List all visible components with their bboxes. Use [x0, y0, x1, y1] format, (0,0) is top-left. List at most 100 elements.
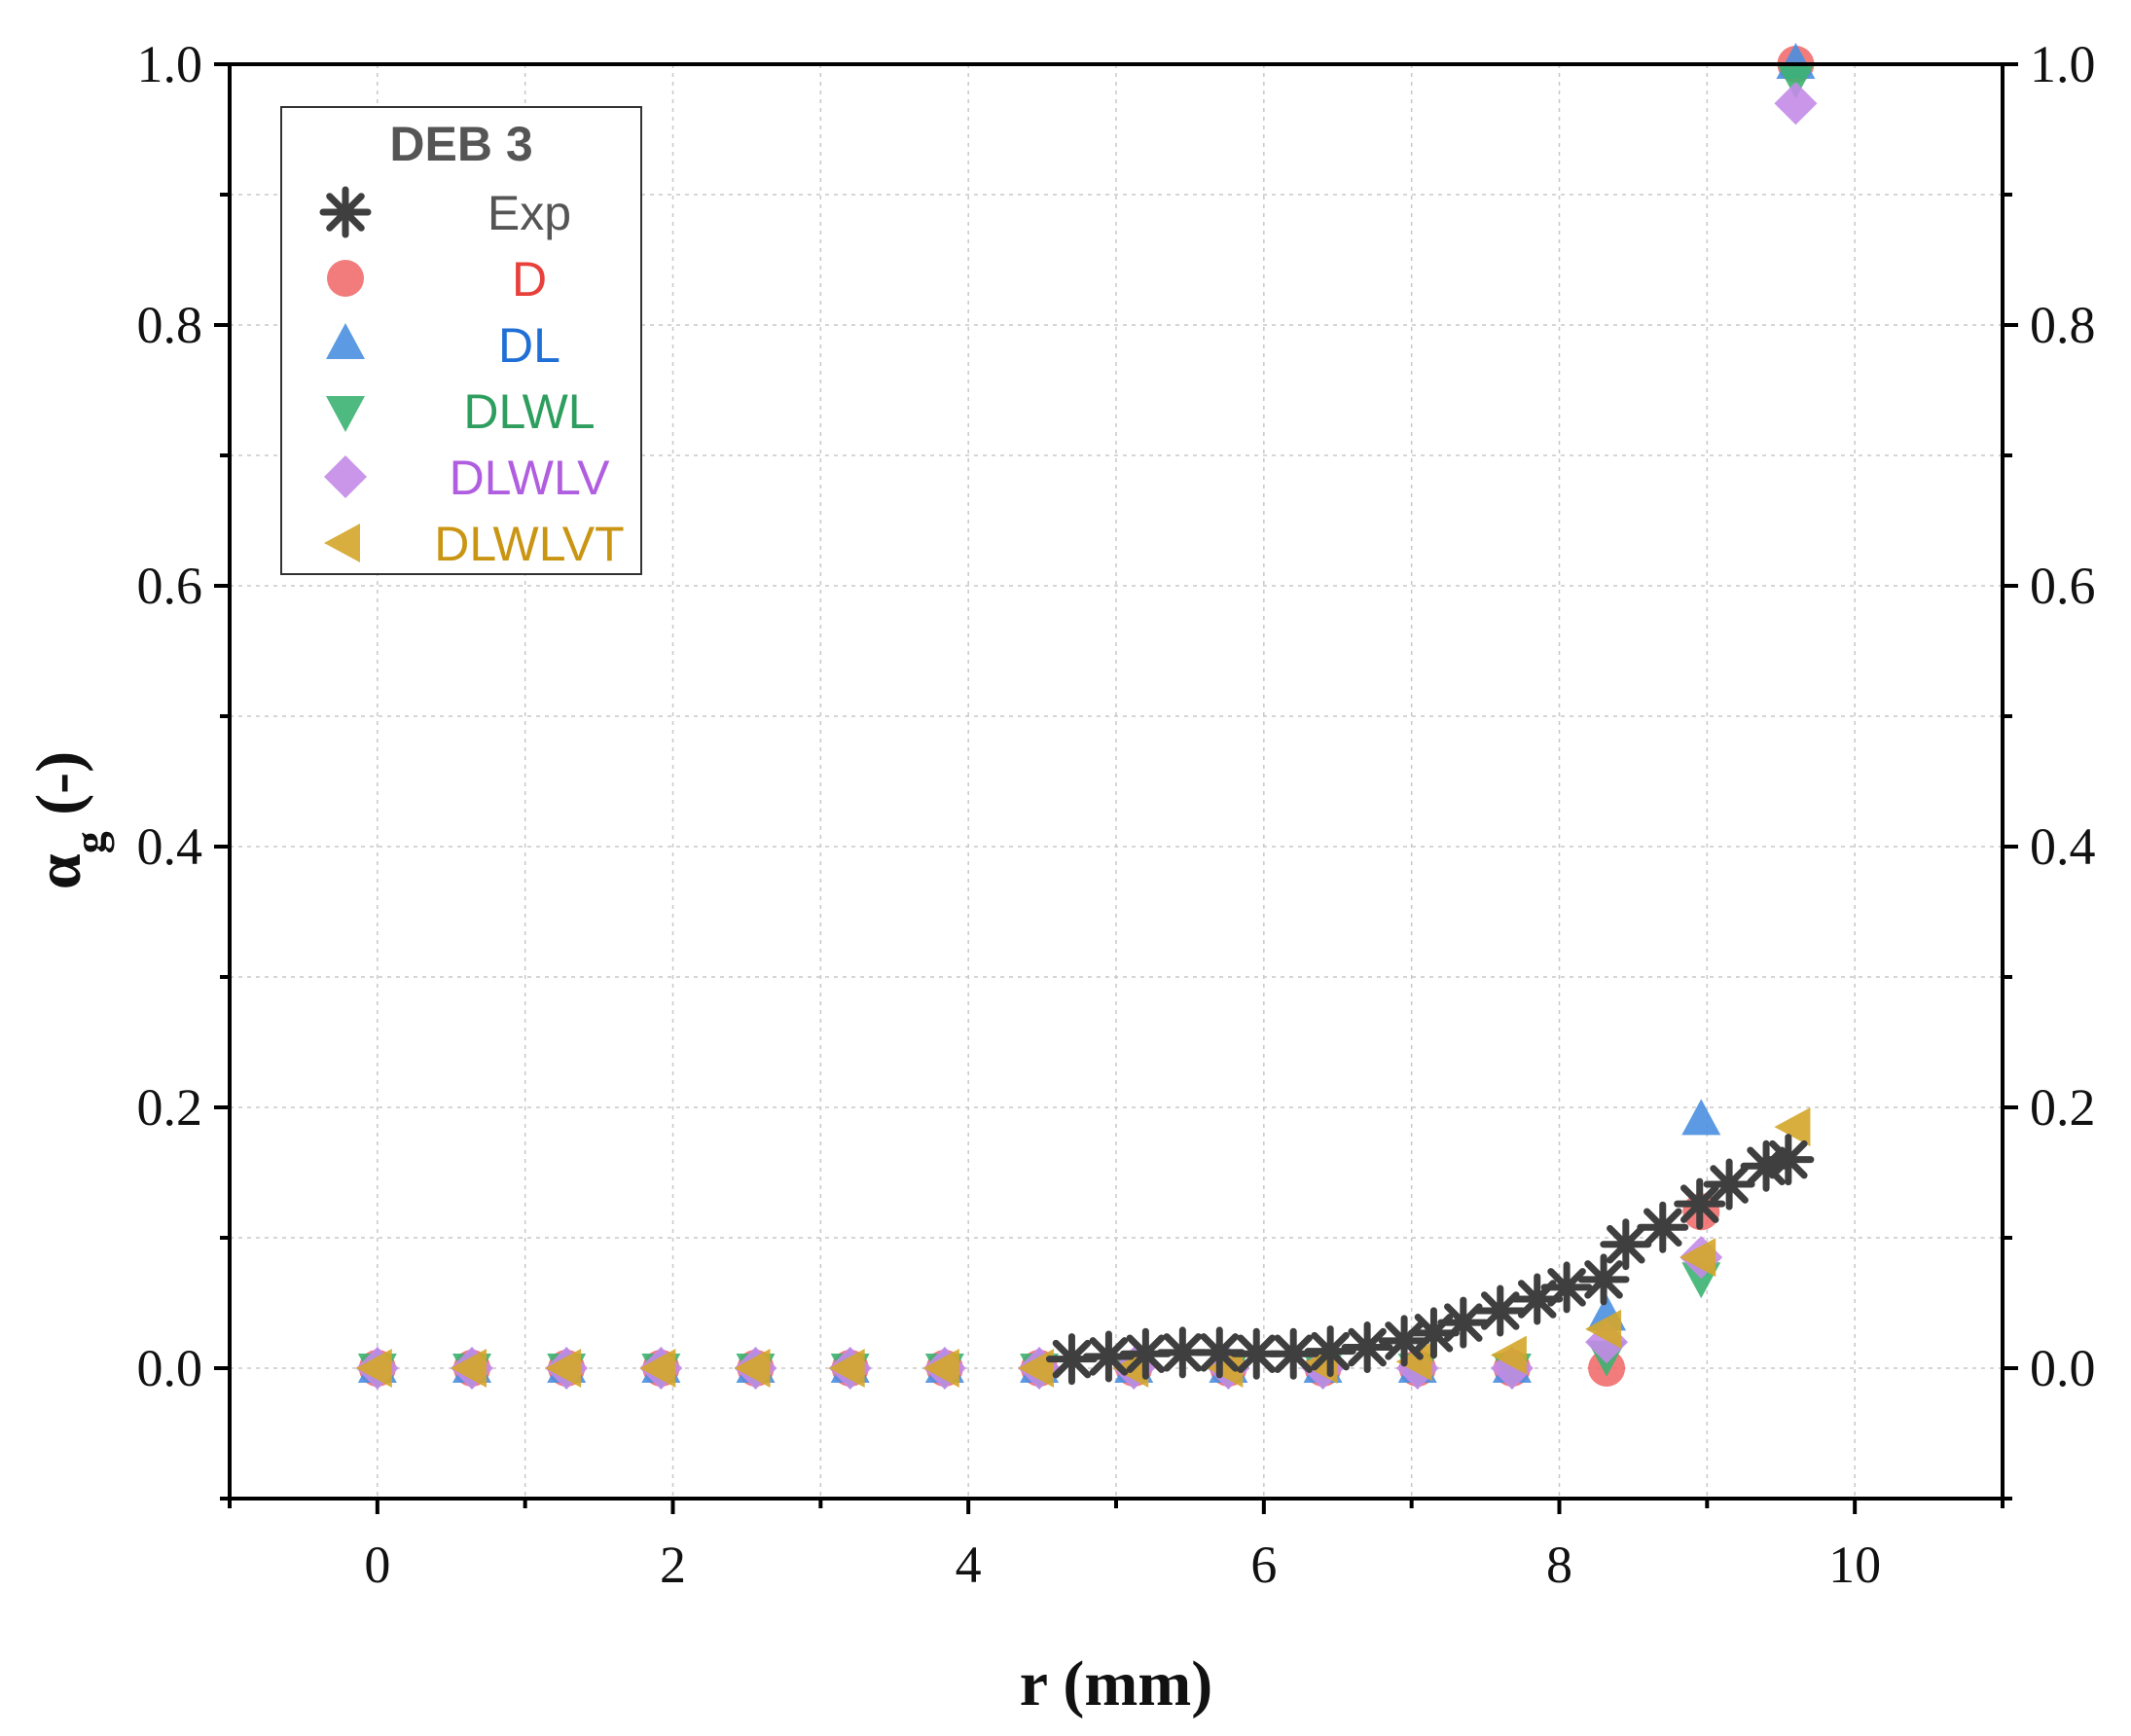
- point-dlwl: [1776, 62, 1816, 99]
- y-axis-title: αg (-): [23, 751, 115, 889]
- point-exp: [1045, 1333, 1098, 1386]
- y-axis-title-text: αg (-): [23, 751, 115, 889]
- legend-item-dl: DL: [326, 318, 560, 373]
- legend-item-exp: Exp: [319, 186, 571, 240]
- legend-title: DEB 3: [389, 117, 532, 171]
- y-axis-title-subscript: g: [65, 831, 115, 853]
- point-dlwlvt: [1680, 1238, 1716, 1278]
- x-tick-label: 0: [364, 1536, 390, 1594]
- legend: DEB 3 Exp D DL DLWL DLWLV DLWLVT: [280, 106, 642, 575]
- legend-marker-dl: [326, 323, 365, 359]
- legend-marker-dlwlvt: [324, 524, 360, 562]
- point-exp-stroke: [1680, 1184, 1719, 1223]
- point-exp-stroke: [1607, 1224, 1645, 1264]
- x-tick-label: 6: [1250, 1536, 1277, 1594]
- x-tick-label: 10: [1828, 1536, 1881, 1594]
- x-tick-label: 8: [1546, 1536, 1572, 1594]
- y-tick-label-right: 0.4: [2030, 817, 2096, 876]
- point-exp: [1193, 1326, 1246, 1379]
- point-exp-stroke: [1481, 1291, 1520, 1330]
- legend-marker-exp: [319, 186, 372, 238]
- tick-labels: 0 2 4 6 8 10 0.0 0.0 0.2 0.2 0.4 0.4 0.6 0.6 0.8 0.8 1.0…: [137, 35, 2096, 1594]
- y-tick-label-left: 1.0: [137, 35, 203, 93]
- y-axis-title-symbol: α: [23, 853, 94, 889]
- point-exp-stroke: [1311, 1331, 1350, 1371]
- point-dlwlvt: [1018, 1349, 1055, 1388]
- point-dlwlvt: [828, 1349, 865, 1388]
- point-exp: [1341, 1321, 1393, 1374]
- point-exp: [1577, 1253, 1630, 1306]
- point-exp-stroke: [1348, 1327, 1387, 1367]
- legend-label-dlwlvt: DLWLVT: [434, 517, 624, 571]
- y-tick-label-right: 1.0: [2030, 35, 2096, 93]
- point-dlwlvt: [355, 1349, 392, 1388]
- point-exp-stroke: [1126, 1334, 1166, 1374]
- point-dlwlvt: [1585, 1309, 1622, 1349]
- x-tick-label: 2: [660, 1536, 686, 1594]
- y-tick-label-left: 0.4: [137, 817, 203, 876]
- point-exp-stroke: [1584, 1260, 1623, 1299]
- legend-marker-dlwl: [326, 396, 365, 432]
- x-axis-title: r (mm): [1020, 1648, 1213, 1719]
- point-exp-stroke: [1089, 1337, 1129, 1376]
- point-dlwlvt: [451, 1349, 488, 1388]
- point-exp: [1304, 1325, 1356, 1378]
- point-dlwlvt: [545, 1349, 582, 1388]
- y-tick-label-right: 0.2: [2030, 1078, 2096, 1137]
- point-exp-stroke: [1163, 1333, 1203, 1372]
- point-exp: [1437, 1296, 1490, 1349]
- point-exp: [1474, 1284, 1527, 1337]
- point-dlwlvt: [922, 1349, 959, 1388]
- y-tick-label-left: 0.0: [137, 1339, 203, 1397]
- legend-marker-dlwlv: [324, 455, 367, 498]
- legend-marker-exp-stroke: [326, 193, 365, 232]
- point-dlwlvt: [1490, 1335, 1527, 1375]
- legend-item-dlwl: DLWL: [326, 384, 596, 439]
- series-exp: [1045, 1134, 1815, 1386]
- y-tick-label-right: 0.6: [2030, 557, 2096, 615]
- y-tick-label-left: 0.2: [137, 1078, 203, 1137]
- point-exp-stroke: [1769, 1139, 1808, 1179]
- series-dlwlvt: [355, 1107, 1811, 1388]
- plot-frame: [228, 62, 2005, 1501]
- point-dlwlvt: [1774, 1107, 1811, 1147]
- point-exp-stroke: [1274, 1334, 1313, 1374]
- legend-label-dlwlv: DLWLV: [450, 451, 610, 505]
- point-exp: [1600, 1218, 1652, 1271]
- y-tick-label-right: 0.8: [2030, 296, 2096, 354]
- point-exp: [1762, 1134, 1815, 1186]
- point-dl: [1681, 1099, 1721, 1136]
- point-exp: [1378, 1315, 1430, 1367]
- point-exp: [1156, 1326, 1209, 1379]
- point-exp: [1511, 1273, 1564, 1325]
- legend-item-dlwlv: DLWLV: [324, 451, 610, 505]
- legend-marker-d: [327, 260, 364, 297]
- point-exp-stroke: [1237, 1334, 1277, 1374]
- y-axis-title-suffix: (-): [23, 751, 94, 831]
- point-dlwlvt: [1207, 1349, 1244, 1388]
- point-dlwlv: [1774, 82, 1818, 126]
- data-marks: [355, 43, 1818, 1390]
- point-exp: [1540, 1261, 1593, 1314]
- point-exp: [1674, 1177, 1726, 1230]
- point-exp-stroke: [1200, 1333, 1240, 1372]
- legend-item-dlwlvt: DLWLVT: [324, 517, 625, 571]
- x-tick-label: 4: [956, 1536, 982, 1594]
- point-exp-stroke: [1052, 1339, 1092, 1379]
- y-tick-label-left: 0.8: [137, 296, 203, 354]
- point-exp: [1637, 1201, 1689, 1253]
- legend-label-dlwl: DLWL: [463, 384, 595, 439]
- point-dlwlvt: [1395, 1342, 1432, 1382]
- legend-label-d: D: [512, 252, 547, 307]
- point-dlwlvt: [734, 1349, 771, 1388]
- point-exp-stroke: [1643, 1208, 1682, 1248]
- legend-item-d: D: [327, 252, 547, 307]
- y-tick-label-left: 0.6: [137, 557, 203, 615]
- point-exp-stroke: [1710, 1165, 1749, 1204]
- point-exp-stroke: [1444, 1303, 1483, 1342]
- point-exp-stroke: [1747, 1146, 1786, 1186]
- point-exp-stroke: [1547, 1268, 1586, 1307]
- y-tick-label-right: 0.0: [2030, 1339, 2096, 1397]
- point-exp: [1703, 1158, 1755, 1211]
